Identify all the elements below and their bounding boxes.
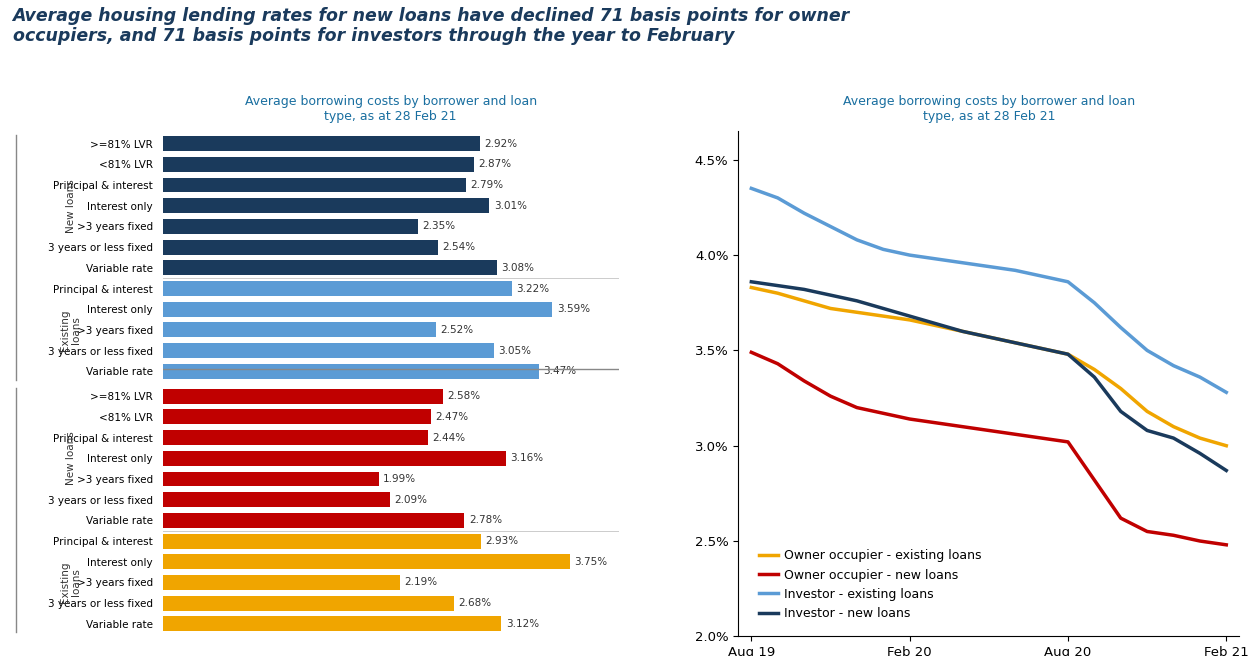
Bar xyxy=(163,554,570,569)
Bar xyxy=(163,533,481,548)
Text: 2.47%: 2.47% xyxy=(436,412,468,422)
Bar xyxy=(163,389,443,403)
Text: 2.79%: 2.79% xyxy=(470,180,503,190)
Bar xyxy=(163,178,466,192)
Bar xyxy=(163,492,389,507)
Text: 2.68%: 2.68% xyxy=(458,598,491,608)
Text: Existing
loans: Existing loans xyxy=(60,309,81,351)
Text: New loans: New loans xyxy=(65,432,75,485)
Text: 2.58%: 2.58% xyxy=(447,391,481,401)
Bar xyxy=(163,409,431,424)
Text: 2.44%: 2.44% xyxy=(432,432,464,443)
Text: 2.92%: 2.92% xyxy=(485,138,517,149)
Text: 3.08%: 3.08% xyxy=(501,263,535,273)
Text: 2.19%: 2.19% xyxy=(404,577,438,588)
Text: 1.99%: 1.99% xyxy=(383,474,416,484)
Title: Average borrowing costs by borrower and loan
type, as at 28 Feb 21: Average borrowing costs by borrower and … xyxy=(244,95,537,123)
Bar xyxy=(163,451,506,466)
Bar xyxy=(163,136,480,151)
Bar xyxy=(163,472,378,487)
Text: 2.87%: 2.87% xyxy=(478,159,512,169)
Text: 3.05%: 3.05% xyxy=(498,346,531,356)
Legend: Owner occupier - existing loans, Owner occupier - new loans, Investor - existing: Owner occupier - existing loans, Owner o… xyxy=(755,544,987,625)
Text: 2.52%: 2.52% xyxy=(441,325,473,335)
Text: 3.59%: 3.59% xyxy=(557,304,590,314)
Text: 2.54%: 2.54% xyxy=(443,242,476,252)
Bar xyxy=(163,513,464,528)
Text: Average housing lending rates for new loans have declined 71 basis points for ow: Average housing lending rates for new lo… xyxy=(13,7,850,45)
Bar xyxy=(163,281,512,296)
Bar xyxy=(163,430,427,445)
Bar xyxy=(163,239,438,255)
Bar xyxy=(163,323,436,337)
Bar xyxy=(163,596,453,611)
Text: 2.09%: 2.09% xyxy=(394,495,427,504)
Text: Existing
loans: Existing loans xyxy=(60,562,81,604)
Bar xyxy=(163,617,501,631)
Text: 2.35%: 2.35% xyxy=(422,222,456,232)
Bar xyxy=(163,198,490,213)
Text: 3.16%: 3.16% xyxy=(510,453,543,463)
Bar xyxy=(163,343,493,358)
Bar xyxy=(163,219,418,234)
Text: 2.93%: 2.93% xyxy=(485,536,518,546)
Text: New loans: New loans xyxy=(65,179,75,233)
Bar xyxy=(163,260,497,276)
Bar xyxy=(163,364,540,379)
Text: 3.12%: 3.12% xyxy=(506,619,538,629)
Text: 3.47%: 3.47% xyxy=(543,366,577,377)
Title: Average borrowing costs by borrower and loan
type, as at 28 Feb 21: Average borrowing costs by borrower and … xyxy=(843,95,1134,123)
Text: 3.75%: 3.75% xyxy=(573,557,607,567)
Text: 3.22%: 3.22% xyxy=(517,283,550,293)
Bar xyxy=(163,157,475,172)
Bar xyxy=(163,302,552,317)
Text: 3.01%: 3.01% xyxy=(493,201,527,211)
Bar xyxy=(163,575,401,590)
Text: 2.78%: 2.78% xyxy=(468,516,502,525)
